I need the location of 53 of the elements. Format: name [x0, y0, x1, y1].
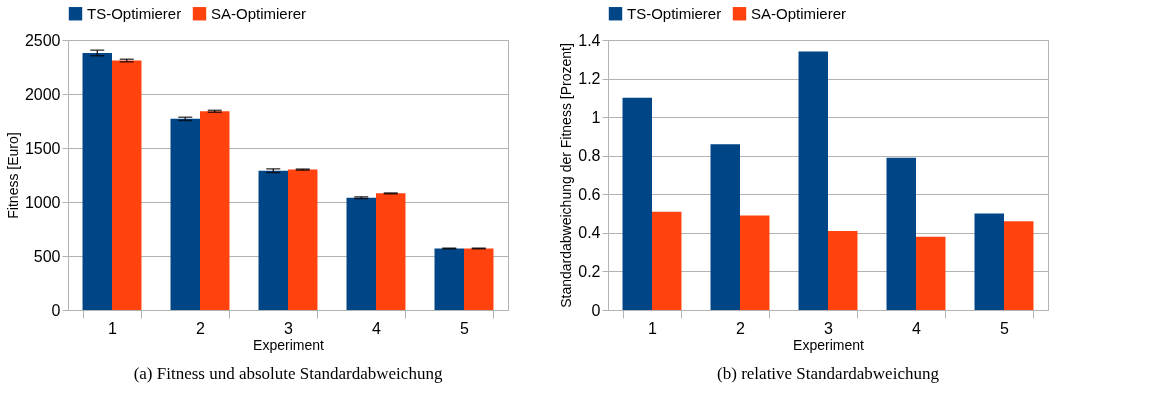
bar — [1004, 221, 1034, 310]
x-axis-title: Experiment — [253, 336, 325, 353]
x-tick-label: 3 — [284, 319, 294, 337]
legend-label: TS-Optimierer — [627, 4, 722, 22]
x-tick-label: 4 — [912, 319, 922, 337]
bar — [112, 60, 142, 310]
y-tick-label: 0 — [591, 301, 601, 319]
bar — [376, 193, 406, 310]
y-tick-label: 0.8 — [578, 147, 601, 165]
y-tick-label: 1000 — [24, 193, 61, 211]
y-tick-label: 1500 — [24, 139, 61, 157]
text: (a) Fitness und absolute Standardabweichung — [133, 364, 443, 383]
bar — [200, 111, 230, 310]
y-tick-label: 0.2 — [578, 262, 601, 280]
y-tick-label: 0.6 — [578, 185, 601, 203]
y-tick-label: 0 — [51, 301, 61, 319]
x-tick-label: 3 — [824, 319, 834, 337]
x-tick-label: 2 — [736, 319, 746, 337]
x-tick-label: 5 — [1000, 319, 1010, 337]
y-tick-label: 2000 — [24, 85, 61, 103]
x-tick-label: 2 — [196, 319, 206, 337]
bar — [434, 248, 464, 310]
legend-label: TS-Optimierer — [87, 4, 182, 22]
y-axis-title: Standardabweichung der Fitness [Prozent] — [558, 43, 575, 308]
bar — [740, 215, 770, 310]
y-axis-title: Fitness [Euro] — [4, 132, 21, 219]
y-tick-label: 1.4 — [578, 31, 601, 49]
bar — [710, 144, 740, 310]
legend-label: SA-Optimierer — [211, 4, 307, 22]
x-tick-label: 1 — [648, 319, 658, 337]
y-tick-label: 2500 — [24, 31, 61, 49]
x-axis-title: Experiment — [793, 336, 865, 353]
y-tick-label: 0.4 — [578, 224, 601, 242]
y-tick-label: 500 — [33, 247, 61, 265]
x-tick-label: 1 — [108, 319, 118, 337]
y-tick-label: 1 — [591, 108, 601, 126]
bar — [170, 118, 200, 310]
x-tick-label: 4 — [372, 319, 382, 337]
bar — [622, 97, 652, 310]
bar — [464, 248, 494, 310]
bar — [346, 197, 376, 310]
legend-label: SA-Optimierer — [751, 4, 847, 22]
bar — [886, 157, 916, 310]
bar — [798, 51, 828, 310]
bar — [916, 236, 946, 310]
bar — [974, 213, 1004, 310]
bar — [652, 211, 682, 310]
y-tick-label: 1.2 — [578, 70, 601, 88]
bar — [828, 230, 858, 310]
bar — [288, 169, 318, 310]
bar — [258, 170, 288, 310]
text: (b) relative Standardabweichung — [717, 364, 940, 383]
x-tick-label: 5 — [460, 319, 470, 337]
